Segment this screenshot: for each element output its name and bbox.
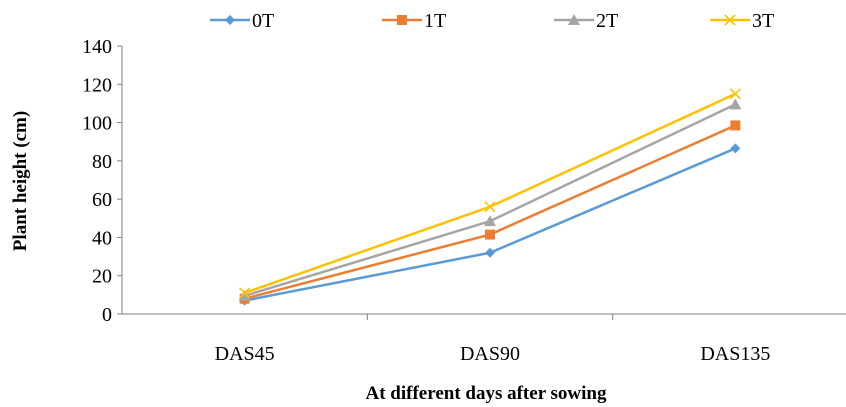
data-point — [238, 289, 251, 301]
data-point — [730, 143, 741, 154]
legend-item: 3T — [710, 10, 774, 32]
legend-label: 3T — [752, 10, 774, 32]
legend-marker — [724, 14, 736, 26]
x-axis-title: At different days after sowing — [366, 383, 607, 404]
data-point — [729, 98, 742, 110]
legend: 0T 1T 2T 3T — [210, 10, 774, 32]
data-point — [485, 247, 495, 258]
x-tick-label: DAS90 — [460, 343, 520, 365]
legend-item: 2T — [554, 10, 618, 32]
series-2T — [238, 98, 742, 301]
series-group — [238, 88, 742, 306]
data-point — [729, 88, 741, 100]
data-point — [484, 215, 496, 227]
x-tick-label: DAS135 — [700, 343, 770, 365]
data-point — [484, 201, 496, 213]
data-point — [485, 229, 495, 240]
legend-marker — [397, 15, 407, 25]
series-1T — [239, 120, 741, 304]
legend-item: 1T — [382, 10, 446, 32]
legend-label: 0T — [252, 10, 274, 32]
y-axis-ticks: 0 20 40 60 80 100 120 140 — [82, 36, 122, 326]
data-point — [730, 120, 741, 131]
legend-marker — [225, 15, 235, 25]
legend-marker — [568, 14, 580, 25]
y-axis-title: Plant height (cm) — [10, 111, 31, 251]
x-axis-ticks: DAS45 DAS90 DAS135 — [215, 314, 770, 365]
x-tick-label: DAS45 — [215, 343, 275, 365]
series-line — [244, 92, 736, 295]
y-tick-label: 40 — [92, 227, 112, 249]
legend-item: 0T — [210, 10, 274, 32]
legend-label: 1T — [424, 10, 446, 32]
data-point — [239, 287, 251, 299]
y-tick-label: 140 — [82, 36, 112, 58]
y-tick-label: 100 — [82, 113, 112, 135]
y-tick-label: 60 — [92, 189, 112, 211]
series-3T — [239, 88, 741, 299]
y-tick-label: 120 — [82, 74, 112, 96]
legend-label: 2T — [596, 10, 618, 32]
y-tick-label: 80 — [92, 151, 112, 173]
y-tick-label: 0 — [102, 304, 112, 326]
y-tick-label: 20 — [92, 266, 112, 288]
